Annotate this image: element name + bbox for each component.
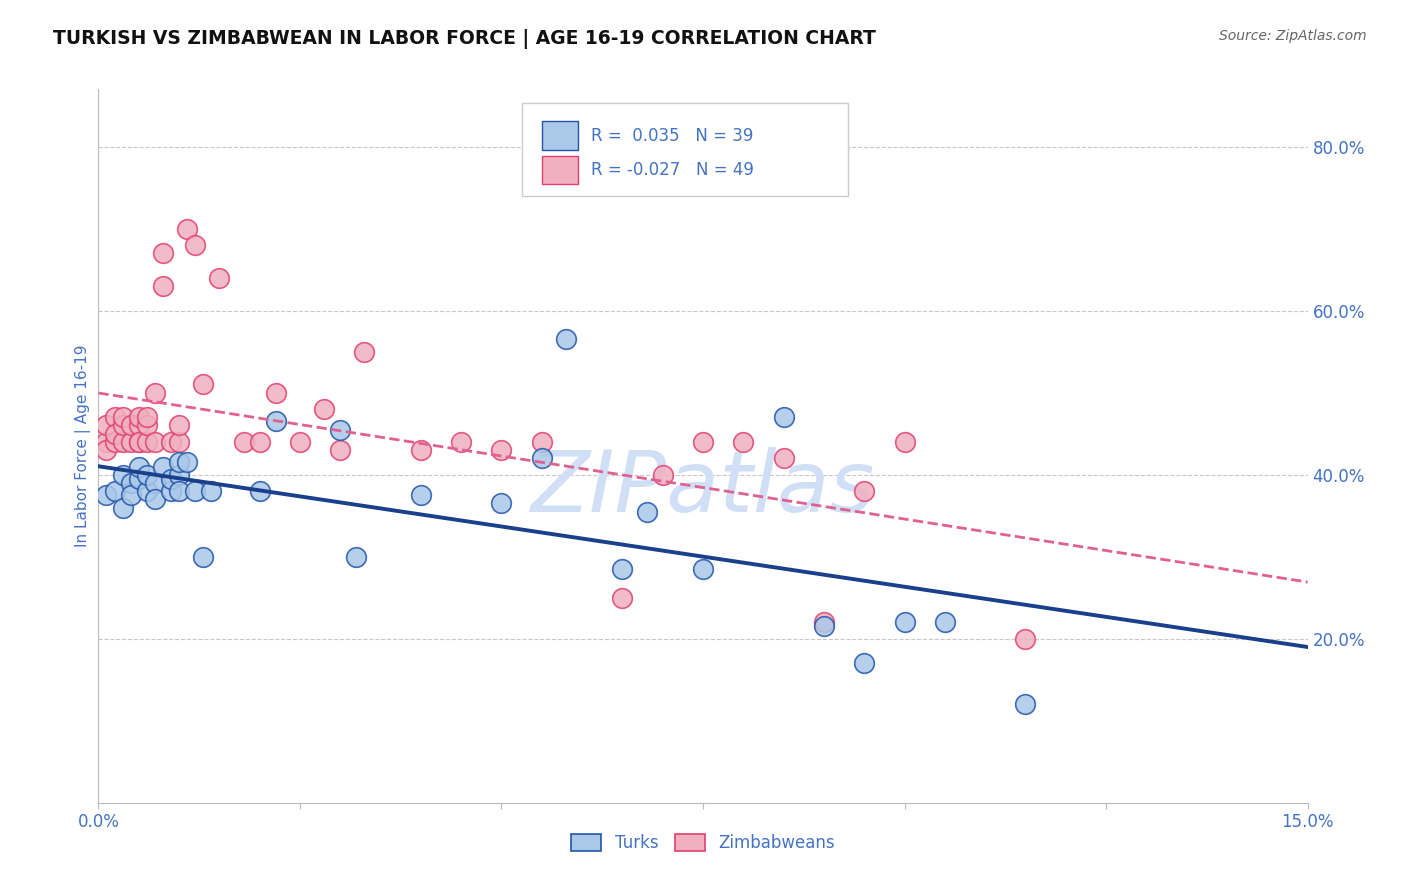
Point [249,484,271,499]
Point [103,484,125,499]
Point [96,418,118,433]
Point [128,434,150,449]
Point [530,434,553,449]
Point [344,549,367,564]
Point [96,488,118,502]
Point [264,385,287,400]
Point [103,410,125,425]
Point [692,562,714,576]
Point [200,484,222,499]
Point [491,443,513,458]
Point [491,496,513,510]
FancyBboxPatch shape [543,155,578,184]
Point [128,434,150,449]
Point [934,615,956,630]
Point [152,246,174,260]
Text: R = -0.027   N = 49: R = -0.027 N = 49 [591,161,754,178]
Point [152,279,174,293]
Point [176,221,198,235]
FancyBboxPatch shape [543,121,578,150]
Text: ZIPatlas: ZIPatlas [531,447,875,531]
Point [167,484,190,499]
Point [128,410,150,425]
Point [636,505,658,519]
Point [329,423,352,437]
Point [1014,698,1036,712]
Point [135,418,157,433]
Point [167,418,190,433]
Point [111,410,134,425]
Point [813,619,835,633]
Point [893,615,915,630]
Point [152,459,174,474]
Point [612,591,634,605]
Point [264,414,287,428]
Point [288,434,311,449]
Point [733,434,755,449]
Point [249,434,271,449]
Point [135,467,157,482]
Point [893,434,915,449]
Point [167,455,190,469]
Point [530,451,553,466]
Point [193,549,215,564]
Point [135,484,157,499]
Point [184,484,207,499]
Point [692,434,714,449]
Text: Source: ZipAtlas.com: Source: ZipAtlas.com [1219,29,1367,43]
Legend: Turks, Zimbabweans: Turks, Zimbabweans [565,827,841,859]
FancyBboxPatch shape [522,103,848,196]
Point [160,434,183,449]
Text: R =  0.035   N = 39: R = 0.035 N = 39 [591,127,754,145]
Point [232,434,254,449]
Point [111,467,134,482]
Point [128,418,150,433]
Point [329,443,352,458]
Point [111,418,134,433]
Point [103,434,125,449]
Point [111,500,134,515]
Point [160,472,183,486]
Point [772,451,794,466]
Point [143,492,166,507]
Point [143,434,166,449]
Point [128,472,150,486]
Point [96,434,118,449]
Point [176,455,198,469]
Point [813,615,835,630]
Point [184,238,207,252]
Point [96,443,118,458]
Point [143,385,166,400]
Point [103,426,125,441]
Point [853,657,876,671]
Point [853,484,876,499]
Point [120,418,142,433]
Point [167,467,190,482]
Point [612,562,634,576]
Point [167,434,190,449]
Point [128,459,150,474]
Point [120,475,142,490]
Point [353,344,375,359]
Point [314,402,336,417]
Point [135,410,157,425]
Text: TURKISH VS ZIMBABWEAN IN LABOR FORCE | AGE 16-19 CORRELATION CHART: TURKISH VS ZIMBABWEAN IN LABOR FORCE | A… [53,29,876,48]
Point [120,434,142,449]
Point [160,484,183,499]
Point [135,434,157,449]
Point [651,467,673,482]
Point [450,434,472,449]
Point [143,475,166,490]
Point [120,488,142,502]
Y-axis label: In Labor Force | Age 16-19: In Labor Force | Age 16-19 [76,344,91,548]
Point [409,443,432,458]
Point [208,270,231,285]
Point [409,488,432,502]
Point [111,434,134,449]
Point [772,410,794,425]
Point [193,377,215,392]
Point [1014,632,1036,646]
Point [555,332,578,346]
